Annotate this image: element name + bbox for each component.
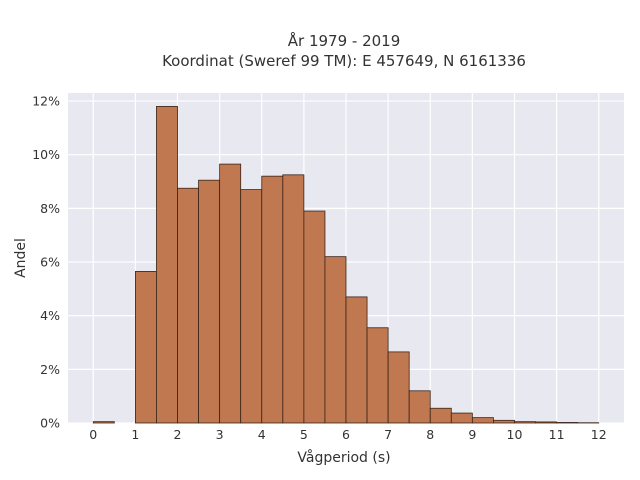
x-tick-label-1: 1 — [131, 427, 139, 442]
bar-4 — [198, 179, 221, 424]
bar-13 — [387, 351, 410, 424]
y-tick-label-0: 0% — [40, 416, 60, 431]
bar-10 — [324, 256, 347, 424]
y-tick-label-3: 6% — [40, 255, 60, 270]
chart-title-line-1: År 1979 - 2019 — [288, 31, 401, 50]
bar-2 — [156, 106, 178, 424]
bar-18 — [493, 419, 515, 424]
y-tick-label-2: 4% — [40, 308, 60, 323]
bar-12 — [366, 327, 389, 424]
bar-21 — [556, 422, 579, 424]
x-tick-label-7: 7 — [384, 427, 392, 442]
bar-20 — [535, 421, 558, 424]
x-tick-label-2: 2 — [174, 427, 182, 442]
bar-8 — [282, 174, 305, 424]
bar-5 — [219, 163, 242, 424]
x-tick-label-3: 3 — [216, 427, 224, 442]
bar-15 — [429, 407, 452, 424]
y-tick-label-1: 2% — [40, 362, 60, 377]
y-tick-label-6: 12% — [32, 94, 60, 109]
x-tick-label-5: 5 — [300, 427, 308, 442]
x-axis-label: Vågperiod (s) — [297, 449, 390, 466]
bar-16 — [450, 412, 473, 424]
bar-11 — [345, 296, 368, 424]
histogram-bars — [92, 106, 600, 424]
x-tick-label-9: 9 — [468, 427, 476, 442]
bar-17 — [471, 417, 494, 424]
y-axis-ticks: 0% 2% 4% 6% 8% 10% 12% — [32, 94, 60, 431]
y-tick-label-5: 10% — [32, 147, 60, 162]
bar-14 — [408, 390, 431, 424]
bar-0 — [92, 421, 115, 424]
bar-3 — [177, 187, 199, 424]
y-axis-label: Andel — [13, 238, 29, 278]
bar-6 — [240, 189, 263, 424]
x-tick-label-11: 11 — [549, 427, 565, 442]
chart-title-line-2: Koordinat (Sweref 99 TM): E 457649, N 61… — [162, 52, 526, 70]
x-tick-label-12: 12 — [591, 427, 607, 442]
x-tick-label-0: 0 — [89, 427, 97, 442]
bar-1 — [134, 271, 157, 424]
y-tick-label-4: 8% — [40, 201, 60, 216]
x-axis-ticks: 0 1 2 3 4 5 6 7 8 9 10 11 12 — [89, 427, 606, 442]
x-tick-label-4: 4 — [258, 427, 266, 442]
x-tick-label-6: 6 — [342, 427, 350, 442]
bar-7 — [261, 175, 284, 424]
x-tick-label-10: 10 — [507, 427, 523, 442]
bar-19 — [514, 421, 536, 424]
x-tick-label-8: 8 — [426, 427, 434, 442]
bar-9 — [303, 210, 326, 424]
